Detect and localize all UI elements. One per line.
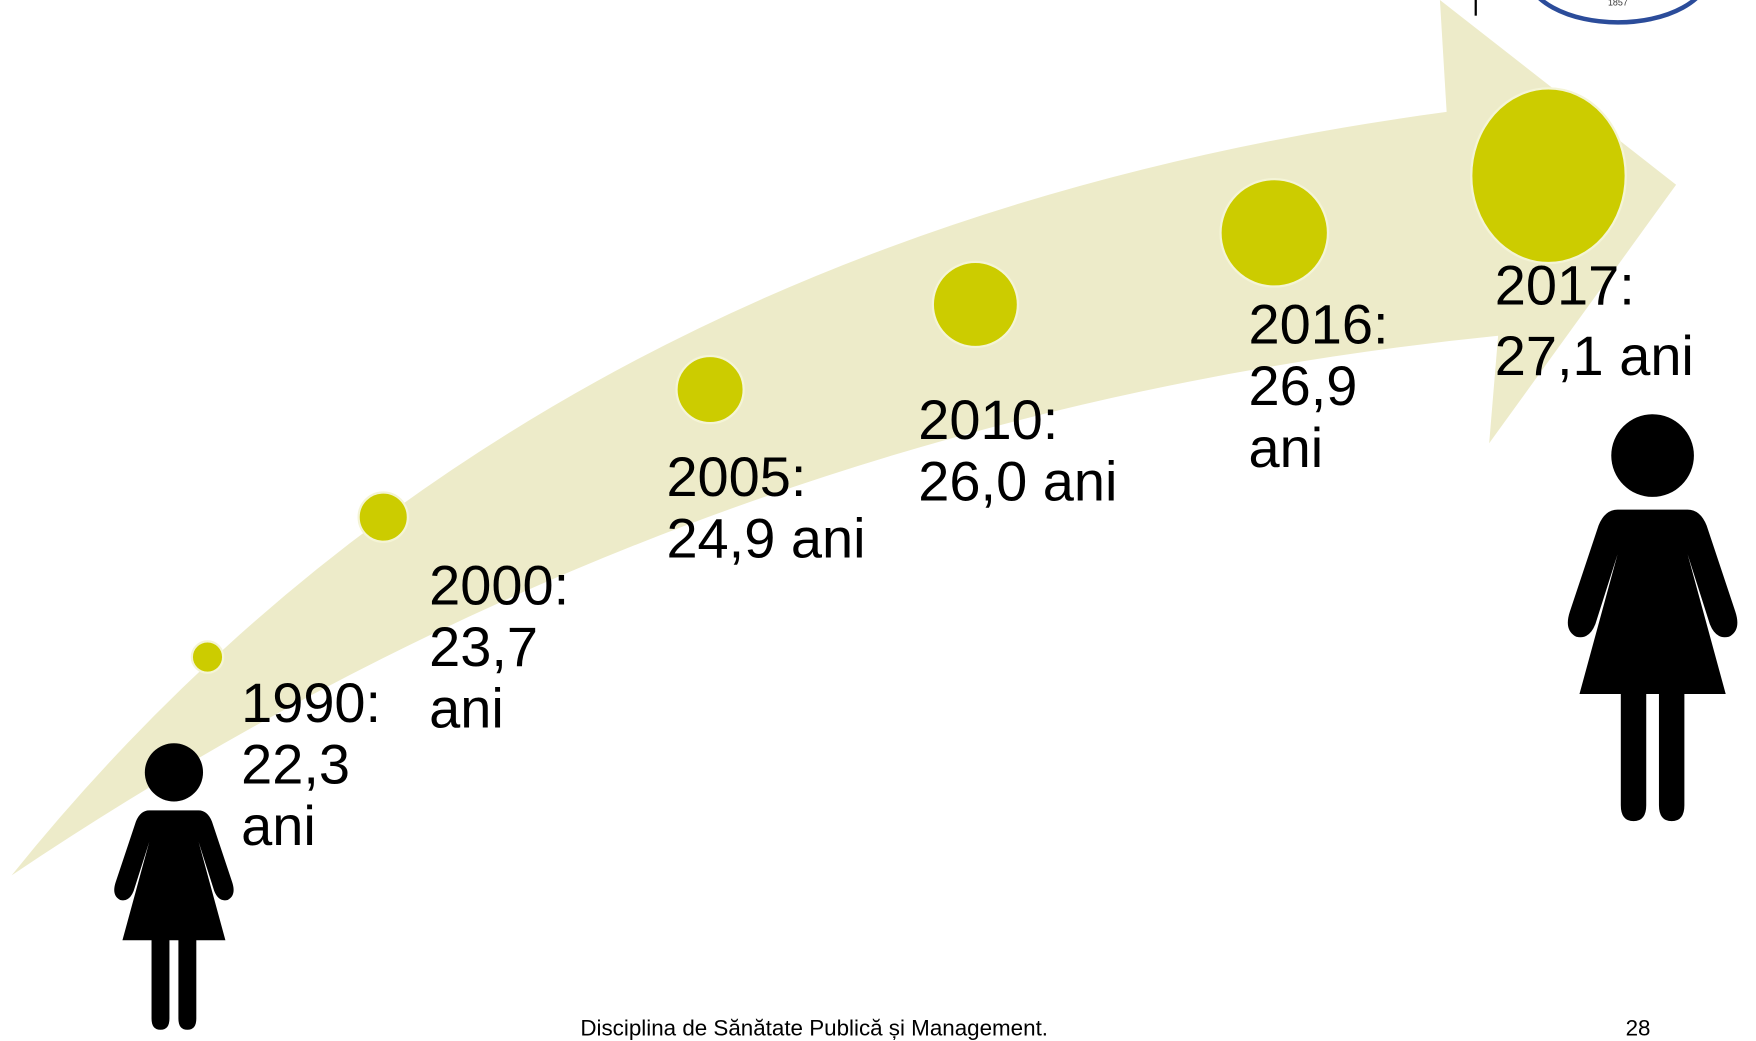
milestone-label: 2000:: [429, 553, 569, 616]
milestone-dot: [675, 354, 745, 425]
milestone-label: ani: [1249, 416, 1324, 479]
milestone-label: 26,0 ani: [918, 449, 1117, 512]
milestone-label: ani: [429, 677, 504, 740]
logo-text: 1857: [1608, 0, 1628, 8]
milestone-dot: [190, 640, 225, 674]
page-number: 28: [1626, 1015, 1651, 1040]
milestone-label: 2005:: [666, 445, 806, 508]
logo: [1538, 0, 1698, 25]
milestone-label: 24,9 ani: [666, 506, 865, 569]
milestone-label: 26,9: [1249, 354, 1358, 417]
milestone-dot: [357, 491, 409, 543]
milestone-label: 1990:: [241, 671, 381, 734]
milestone-label: 2016:: [1249, 293, 1389, 356]
milestone-label: 2017:: [1495, 253, 1635, 316]
milestone-label: ani: [241, 794, 316, 857]
milestone-label: 27,1 ani: [1495, 324, 1694, 387]
milestone-label: 2010:: [918, 388, 1058, 451]
milestone-dot: [1470, 87, 1627, 265]
milestone-dot: [1219, 177, 1330, 288]
milestone-label: 22,3: [241, 733, 350, 796]
milestone-label: 23,7: [429, 615, 538, 678]
milestone-dot: [931, 260, 1020, 349]
woman-icon-large: [1567, 414, 1738, 822]
footer-text: Disciplina de Sănătate Publică și Manage…: [580, 1015, 1048, 1040]
